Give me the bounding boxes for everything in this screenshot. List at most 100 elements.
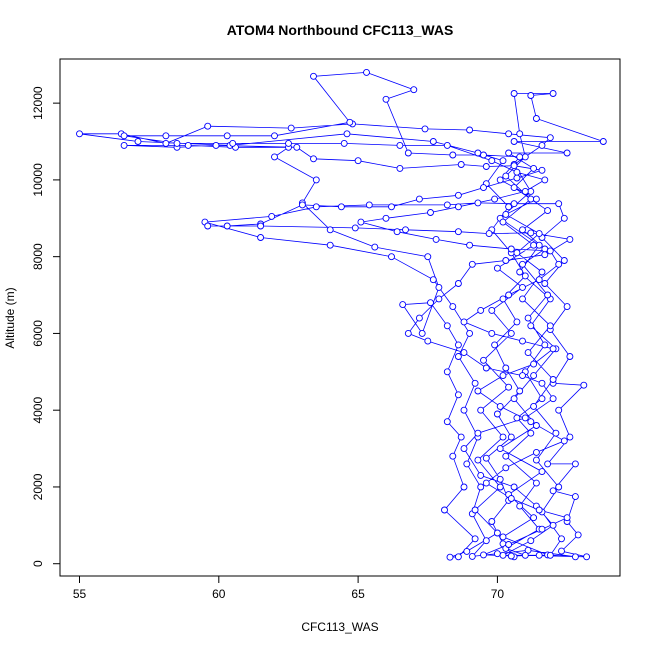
data-point [312, 176, 320, 184]
y-axis: 0 2000 4000 6000 8000 10000 12000 [31, 86, 61, 567]
data-point [558, 547, 565, 555]
data-point [382, 214, 390, 222]
data-point [546, 551, 554, 559]
data-point [454, 391, 462, 399]
data-point [466, 126, 474, 134]
data-point [538, 468, 546, 476]
data-point [466, 329, 474, 337]
data-point [516, 268, 524, 276]
y-tick-label: 12000 [31, 86, 45, 120]
data-point [482, 537, 490, 545]
data-point [499, 218, 507, 226]
data-point [555, 483, 563, 491]
data-point [443, 368, 451, 376]
data-point [571, 460, 579, 468]
data-point [257, 234, 265, 241]
data-point [480, 356, 487, 364]
data-point [516, 130, 524, 138]
data-point [499, 551, 507, 559]
data-point [549, 345, 557, 353]
data-point [513, 249, 521, 257]
data-point [404, 149, 412, 157]
data-point [521, 414, 529, 422]
data-point [574, 531, 582, 539]
data-point [474, 149, 482, 157]
data-point [343, 130, 351, 138]
data-point [532, 195, 540, 203]
data-point [365, 201, 373, 209]
data-point [538, 166, 546, 174]
data-point [287, 124, 295, 132]
data-point [468, 552, 476, 560]
data-point [457, 433, 465, 441]
data-point [454, 341, 462, 349]
data-point [298, 201, 306, 209]
data-point [424, 337, 432, 345]
data-point [357, 218, 365, 226]
x-tick-label: 70 [491, 587, 505, 601]
data-point [549, 487, 557, 495]
data-point [566, 433, 574, 441]
data-point [212, 141, 220, 149]
data-point [337, 203, 345, 211]
data-point [530, 241, 538, 249]
data-point [505, 130, 513, 138]
data-point [488, 157, 496, 165]
data-point [502, 364, 510, 372]
data-point [120, 132, 128, 140]
data-point [563, 514, 571, 522]
data-point [563, 149, 571, 157]
data-point [505, 541, 513, 548]
data-point [527, 537, 535, 545]
data-point [454, 280, 462, 287]
data-point [535, 230, 543, 238]
data-point [505, 203, 513, 211]
data-point [496, 475, 504, 483]
data-point [530, 164, 538, 172]
data-point [346, 118, 354, 126]
data-point [460, 349, 468, 357]
data-point [516, 387, 524, 395]
data-point [507, 433, 515, 441]
x-tick-label: 65 [351, 587, 365, 601]
data-point [468, 260, 476, 268]
x-tick-label: 55 [73, 587, 87, 601]
data-point [223, 222, 231, 230]
data-point [499, 533, 507, 541]
data-point [312, 203, 320, 211]
y-tick-label: 10000 [31, 163, 45, 197]
data-point [505, 291, 513, 299]
data-point [488, 518, 496, 525]
data-point [482, 364, 490, 372]
data-point [521, 187, 529, 195]
data-point [485, 230, 493, 238]
data-point [488, 329, 496, 337]
data-point [538, 268, 546, 276]
data-point [502, 464, 510, 472]
data-point [555, 200, 563, 208]
data-point [507, 245, 515, 253]
data-point [580, 381, 588, 389]
data-point [527, 195, 535, 203]
data-point [513, 174, 521, 182]
data-point [474, 199, 482, 207]
data-point [502, 210, 510, 218]
data-point [471, 535, 479, 543]
data-point [388, 253, 395, 261]
data-point [460, 406, 468, 414]
data-point [429, 276, 437, 284]
data-point [482, 454, 490, 462]
data-point [560, 257, 568, 264]
data-point [519, 337, 526, 345]
data-point [571, 553, 579, 561]
data-point [271, 132, 278, 140]
data-point [549, 521, 557, 529]
series-layer [76, 68, 607, 561]
data-point [480, 551, 487, 559]
data-point [482, 163, 490, 170]
data-point [493, 550, 501, 558]
data-point [510, 200, 518, 208]
x-axis-label: CFC113_WAS [301, 620, 378, 634]
data-point [457, 161, 465, 168]
